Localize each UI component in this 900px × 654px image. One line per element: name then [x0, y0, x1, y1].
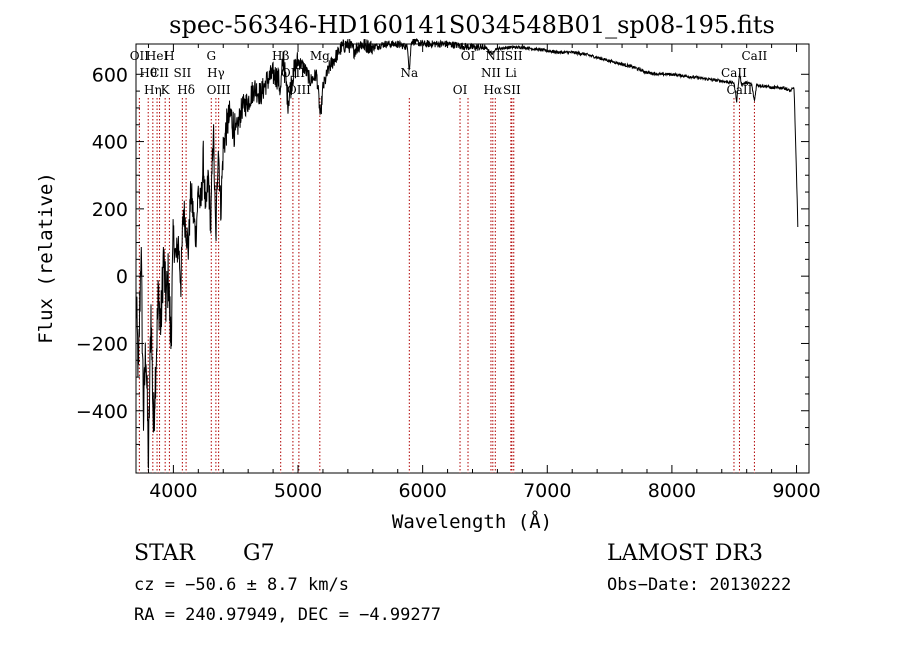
obs-date-text: Obs−Date: 20130222 [607, 575, 791, 595]
marker-label: Hβ [272, 49, 289, 63]
axis-ticks: 4000 5000 6000 7000 8000 9000 −400 −200 0 200 400 6… [76, 44, 821, 502]
marker-label: OIII [287, 83, 311, 97]
x-axis-label: Wavelength (Å) [392, 510, 552, 533]
x-tick-label: 4000 [149, 480, 197, 502]
spectral-subclass: G7 [243, 541, 275, 566]
chart-title: spec-56346-HD160141S034548B01_sp08-195.f… [169, 11, 775, 39]
marker-label: Hδ [177, 83, 195, 97]
marker-label: OI [453, 83, 468, 97]
redshift-text: cz = −50.6 ± 8.7 km/s [134, 575, 349, 595]
marker-label: SII [505, 49, 523, 63]
x-tick-label: 7000 [523, 480, 571, 502]
x-tick-label: 9000 [772, 480, 820, 502]
x-tick-label: 8000 [648, 480, 696, 502]
marker-label: SII [503, 83, 521, 97]
marker-label: G [206, 49, 216, 63]
object-class: STAR [134, 541, 196, 566]
marker-label: Hη [144, 83, 162, 97]
marker-label: Hα [484, 83, 503, 97]
marker-label: SII [174, 66, 192, 80]
marker-label: NII [481, 66, 501, 80]
marker-label: CII [150, 66, 169, 80]
x-tick-label: 6000 [398, 480, 446, 502]
y-tick-label: 0 [116, 266, 128, 288]
marker-label: OII [130, 49, 150, 63]
marker-label: Mg [310, 49, 330, 63]
y-tick-label: −200 [76, 333, 128, 355]
marker-label: H [164, 49, 174, 63]
line-markers: OIIHθHηHeICIIKHSIIHδGHγOIIIHβOIIIOIIIMgN… [130, 49, 768, 473]
plot-frame [135, 43, 810, 474]
marker-label: HeI [146, 49, 169, 63]
marker-label: OIII [207, 83, 231, 97]
marker-label: CaII [727, 83, 753, 97]
marker-label: Na [400, 66, 418, 80]
series-layer [135, 38, 799, 469]
coordinates-text: RA = 240.97949, DEC = −4.99277 [134, 605, 441, 625]
y-tick-label: −400 [76, 401, 128, 423]
y-tick-label: 200 [92, 199, 128, 221]
y-axis-label: Flux (relative) [35, 172, 57, 344]
marker-label: K [161, 83, 171, 97]
survey-label: LAMOST DR3 [607, 541, 763, 566]
marker-label: CaII [721, 66, 747, 80]
marker-label: Hγ [207, 66, 225, 80]
marker-label: CaII [741, 49, 767, 63]
spectrum-line [135, 38, 799, 469]
y-tick-label: 600 [92, 64, 128, 86]
marker-label: Hθ [139, 66, 157, 80]
y-tick-label: 400 [92, 132, 128, 154]
marker-label: Li [505, 66, 517, 80]
marker-label: OI [461, 49, 476, 63]
x-tick-label: 5000 [274, 480, 322, 502]
